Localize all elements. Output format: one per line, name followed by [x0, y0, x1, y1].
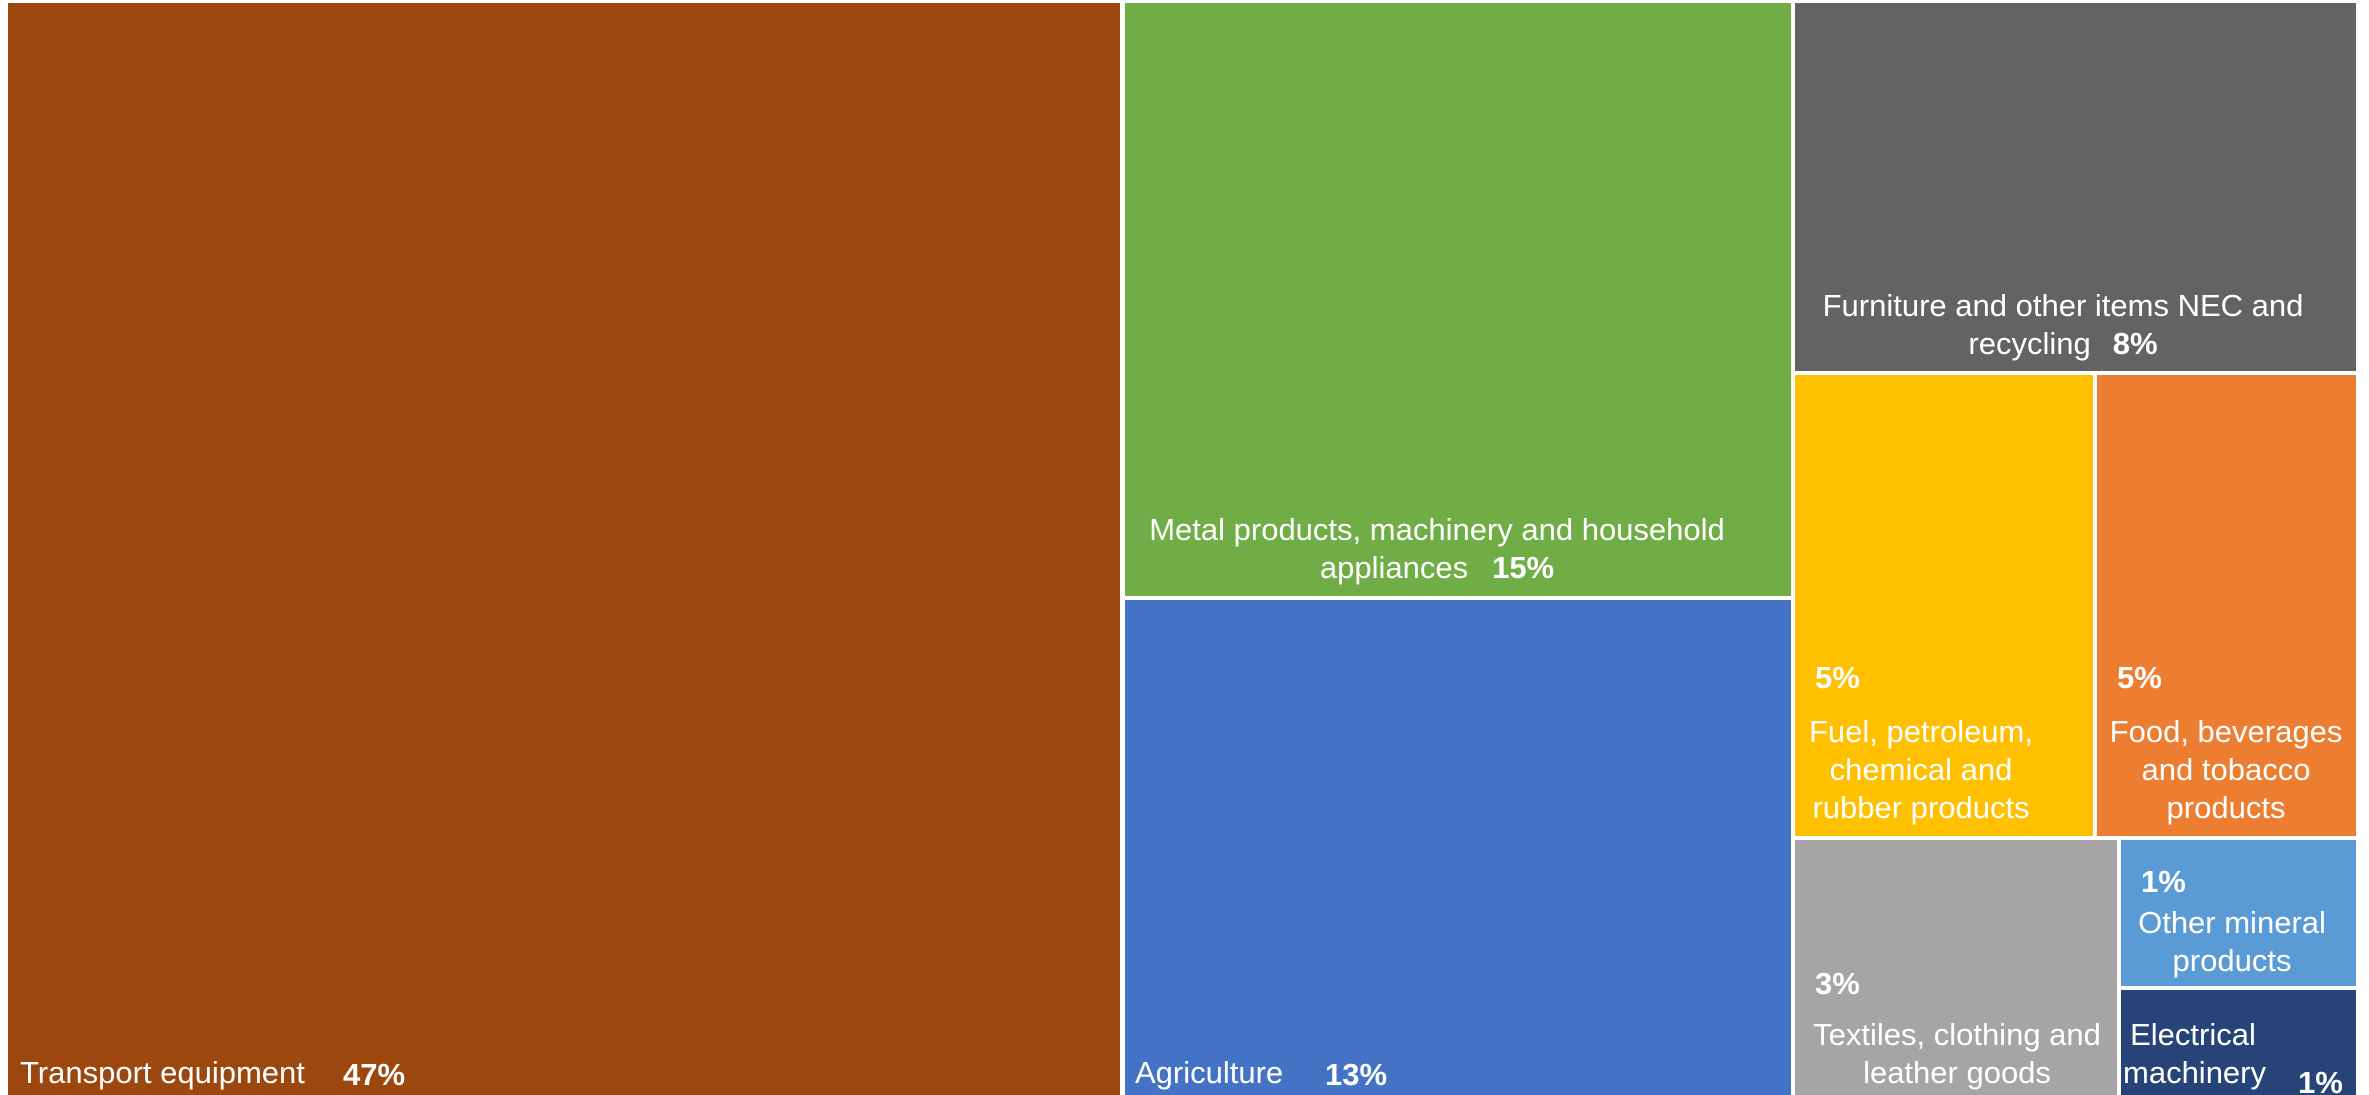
- tile-value: 3%: [1815, 966, 1860, 1001]
- tile-food-beverages: 5% Food, beverages and tobacco products: [2097, 375, 2356, 836]
- tile-value: 1%: [2298, 1065, 2343, 1095]
- tile-label: Textiles, clothing and leather goods: [1813, 1017, 2101, 1090]
- tile-value: 5%: [1815, 660, 1860, 695]
- tile-label: Metal products, machinery and household …: [1149, 512, 1725, 585]
- tile-value: 13%: [1325, 1057, 1388, 1092]
- tile-value: 1%: [2141, 864, 2186, 899]
- tile-transport-equipment: Transport equipment 47%: [8, 3, 1120, 1095]
- tile-metal-products: Metal products, machinery and household …: [1125, 3, 1791, 596]
- tile-value: 5%: [2117, 660, 2162, 695]
- tile-value: 15%: [1492, 550, 1555, 585]
- tile-furniture: Furniture and other items NEC and recycl…: [1795, 3, 2356, 371]
- tile-textiles: 3% Textiles, clothing and leather goods: [1795, 840, 2117, 1095]
- tile-agriculture: Agriculture 13%: [1125, 600, 1791, 1095]
- tile-value: 47%: [343, 1057, 406, 1092]
- tile-label: Furniture and other items NEC and recycl…: [1822, 288, 2304, 361]
- tile-value: 8%: [2112, 326, 2158, 361]
- tile-label: Food, beverages and tobacco products: [2109, 714, 2343, 825]
- tile-electrical-machinery: Electrical machinery 1%: [2121, 990, 2356, 1095]
- tile-label: Agriculture: [1135, 1055, 1284, 1090]
- tile-label: Other mineral products: [2138, 905, 2326, 978]
- tile-label: Fuel, petroleum, chemical and rubber pro…: [1809, 714, 2033, 825]
- tile-fuel-petroleum: 5% Fuel, petroleum, chemical and rubber …: [1795, 375, 2093, 836]
- tile-other-mineral: 1% Other mineral products: [2121, 840, 2356, 986]
- tile-label: Transport equipment: [20, 1055, 305, 1090]
- tile-label: Electrical machinery: [2123, 1017, 2266, 1090]
